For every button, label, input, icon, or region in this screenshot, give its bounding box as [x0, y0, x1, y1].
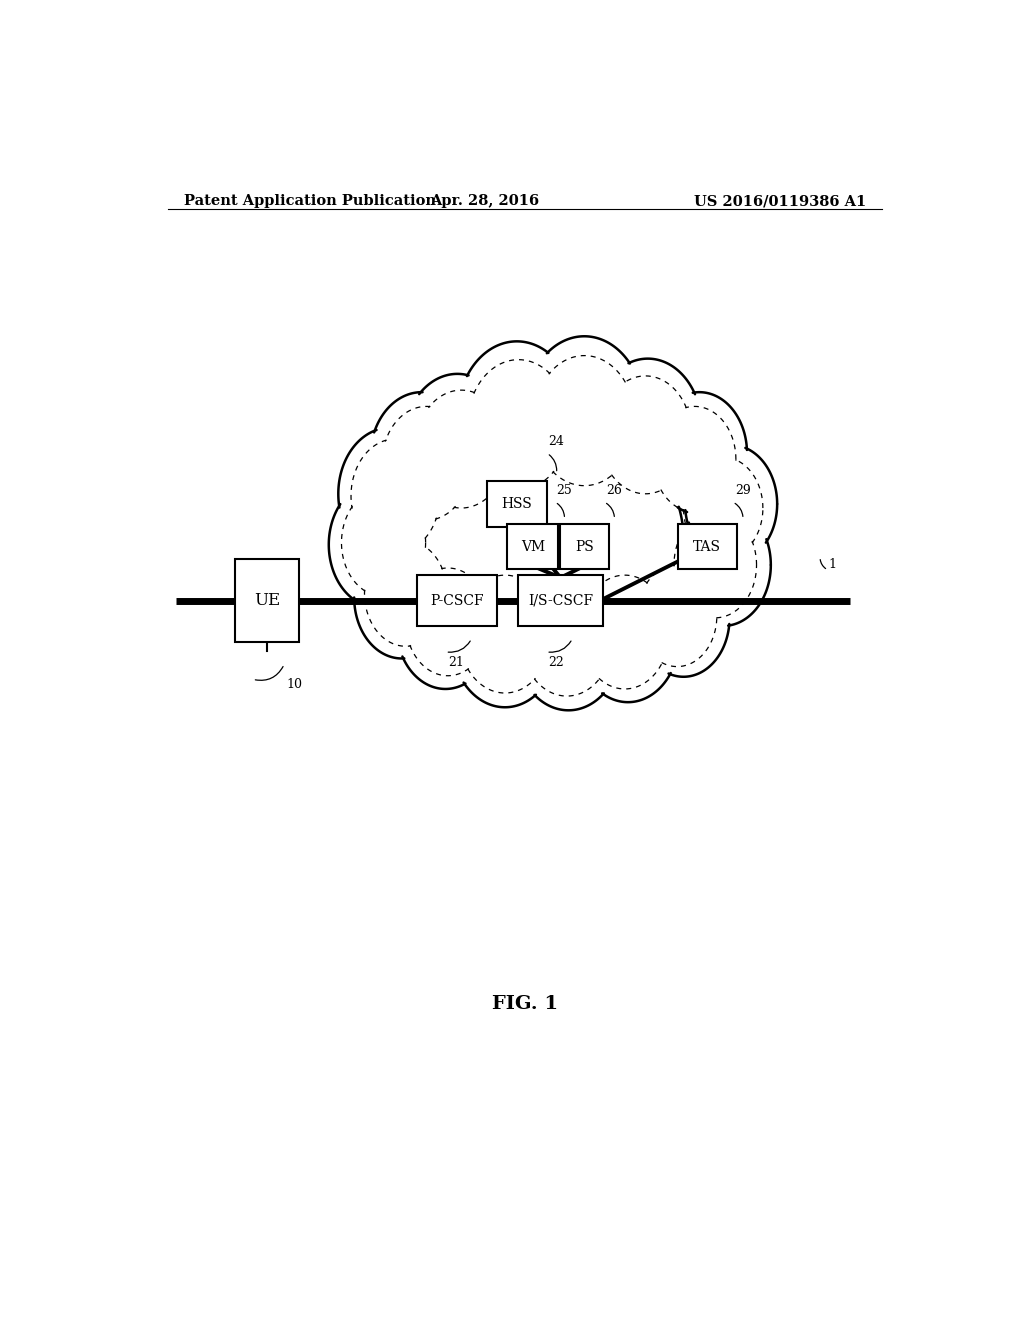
Text: 1: 1 — [828, 558, 836, 572]
Circle shape — [514, 572, 623, 710]
Circle shape — [577, 570, 680, 702]
Text: HSS: HSS — [502, 496, 532, 511]
Text: UE: UE — [254, 593, 280, 609]
Text: VM: VM — [520, 540, 545, 553]
Text: 24: 24 — [549, 436, 564, 447]
FancyBboxPatch shape — [486, 480, 547, 528]
Text: 21: 21 — [447, 656, 464, 668]
FancyBboxPatch shape — [678, 524, 736, 569]
FancyBboxPatch shape — [560, 524, 608, 569]
Text: US 2016/0119386 A1: US 2016/0119386 A1 — [694, 194, 866, 209]
Circle shape — [638, 558, 729, 677]
Circle shape — [477, 494, 621, 677]
Text: Apr. 28, 2016: Apr. 28, 2016 — [430, 194, 540, 209]
Circle shape — [370, 392, 473, 524]
Circle shape — [414, 433, 557, 615]
Text: 29: 29 — [735, 484, 751, 496]
Circle shape — [524, 337, 644, 488]
Text: Patent Application Publication: Patent Application Publication — [183, 194, 435, 209]
Circle shape — [403, 374, 511, 512]
Circle shape — [354, 536, 450, 659]
Text: I/S-CSCF: I/S-CSCF — [528, 594, 593, 607]
FancyBboxPatch shape — [417, 574, 498, 627]
Text: PS: PS — [574, 540, 594, 553]
Circle shape — [651, 392, 746, 515]
Text: 25: 25 — [557, 484, 572, 496]
Text: 22: 22 — [549, 656, 564, 668]
Circle shape — [451, 569, 559, 708]
Circle shape — [458, 342, 577, 494]
Circle shape — [469, 433, 628, 636]
Circle shape — [338, 428, 441, 560]
FancyBboxPatch shape — [518, 574, 602, 627]
FancyBboxPatch shape — [234, 560, 299, 642]
Text: 10: 10 — [287, 678, 303, 690]
Circle shape — [594, 359, 701, 496]
Text: P-CSCF: P-CSCF — [430, 594, 484, 607]
Text: 26: 26 — [606, 484, 623, 496]
Circle shape — [541, 447, 684, 631]
Circle shape — [329, 482, 427, 607]
FancyBboxPatch shape — [507, 524, 558, 569]
Circle shape — [676, 504, 771, 626]
Text: FIG. 1: FIG. 1 — [492, 995, 558, 1012]
Circle shape — [396, 562, 495, 689]
Circle shape — [685, 445, 777, 562]
Text: TAS: TAS — [693, 540, 721, 553]
